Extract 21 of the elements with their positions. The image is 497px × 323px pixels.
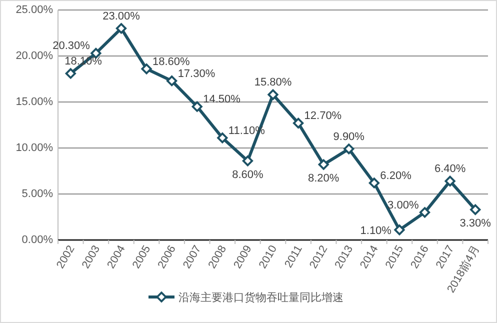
- data-label: 8.60%: [232, 168, 264, 181]
- data-label: 1.10%: [360, 224, 392, 237]
- data-label: 3.30%: [460, 218, 492, 230]
- data-label: 17.30%: [178, 68, 216, 80]
- y-tick-label: 15.00%: [16, 96, 54, 108]
- data-label: 6.40%: [434, 163, 466, 176]
- data-label: 15.80%: [254, 76, 292, 89]
- data-label: 8.20%: [308, 172, 340, 185]
- data-label: 12.70%: [304, 110, 342, 122]
- data-label: 9.90%: [333, 130, 365, 143]
- y-tick-label: 10.00%: [16, 142, 54, 154]
- data-label: 20.30%: [52, 40, 90, 52]
- data-label: 3.00%: [388, 199, 419, 212]
- data-label: 18.60%: [152, 56, 190, 68]
- legend-label: 沿海主要港口货物吞吐量同比增速: [178, 291, 344, 304]
- data-label: 23.00%: [102, 10, 140, 22]
- y-tick-label: 5.00%: [22, 188, 54, 200]
- y-tick-label: 25.00%: [16, 4, 54, 16]
- data-label: 6.20%: [380, 170, 412, 182]
- y-tick-label: 0.00%: [22, 234, 54, 246]
- y-tick-label: 20.00%: [16, 50, 54, 62]
